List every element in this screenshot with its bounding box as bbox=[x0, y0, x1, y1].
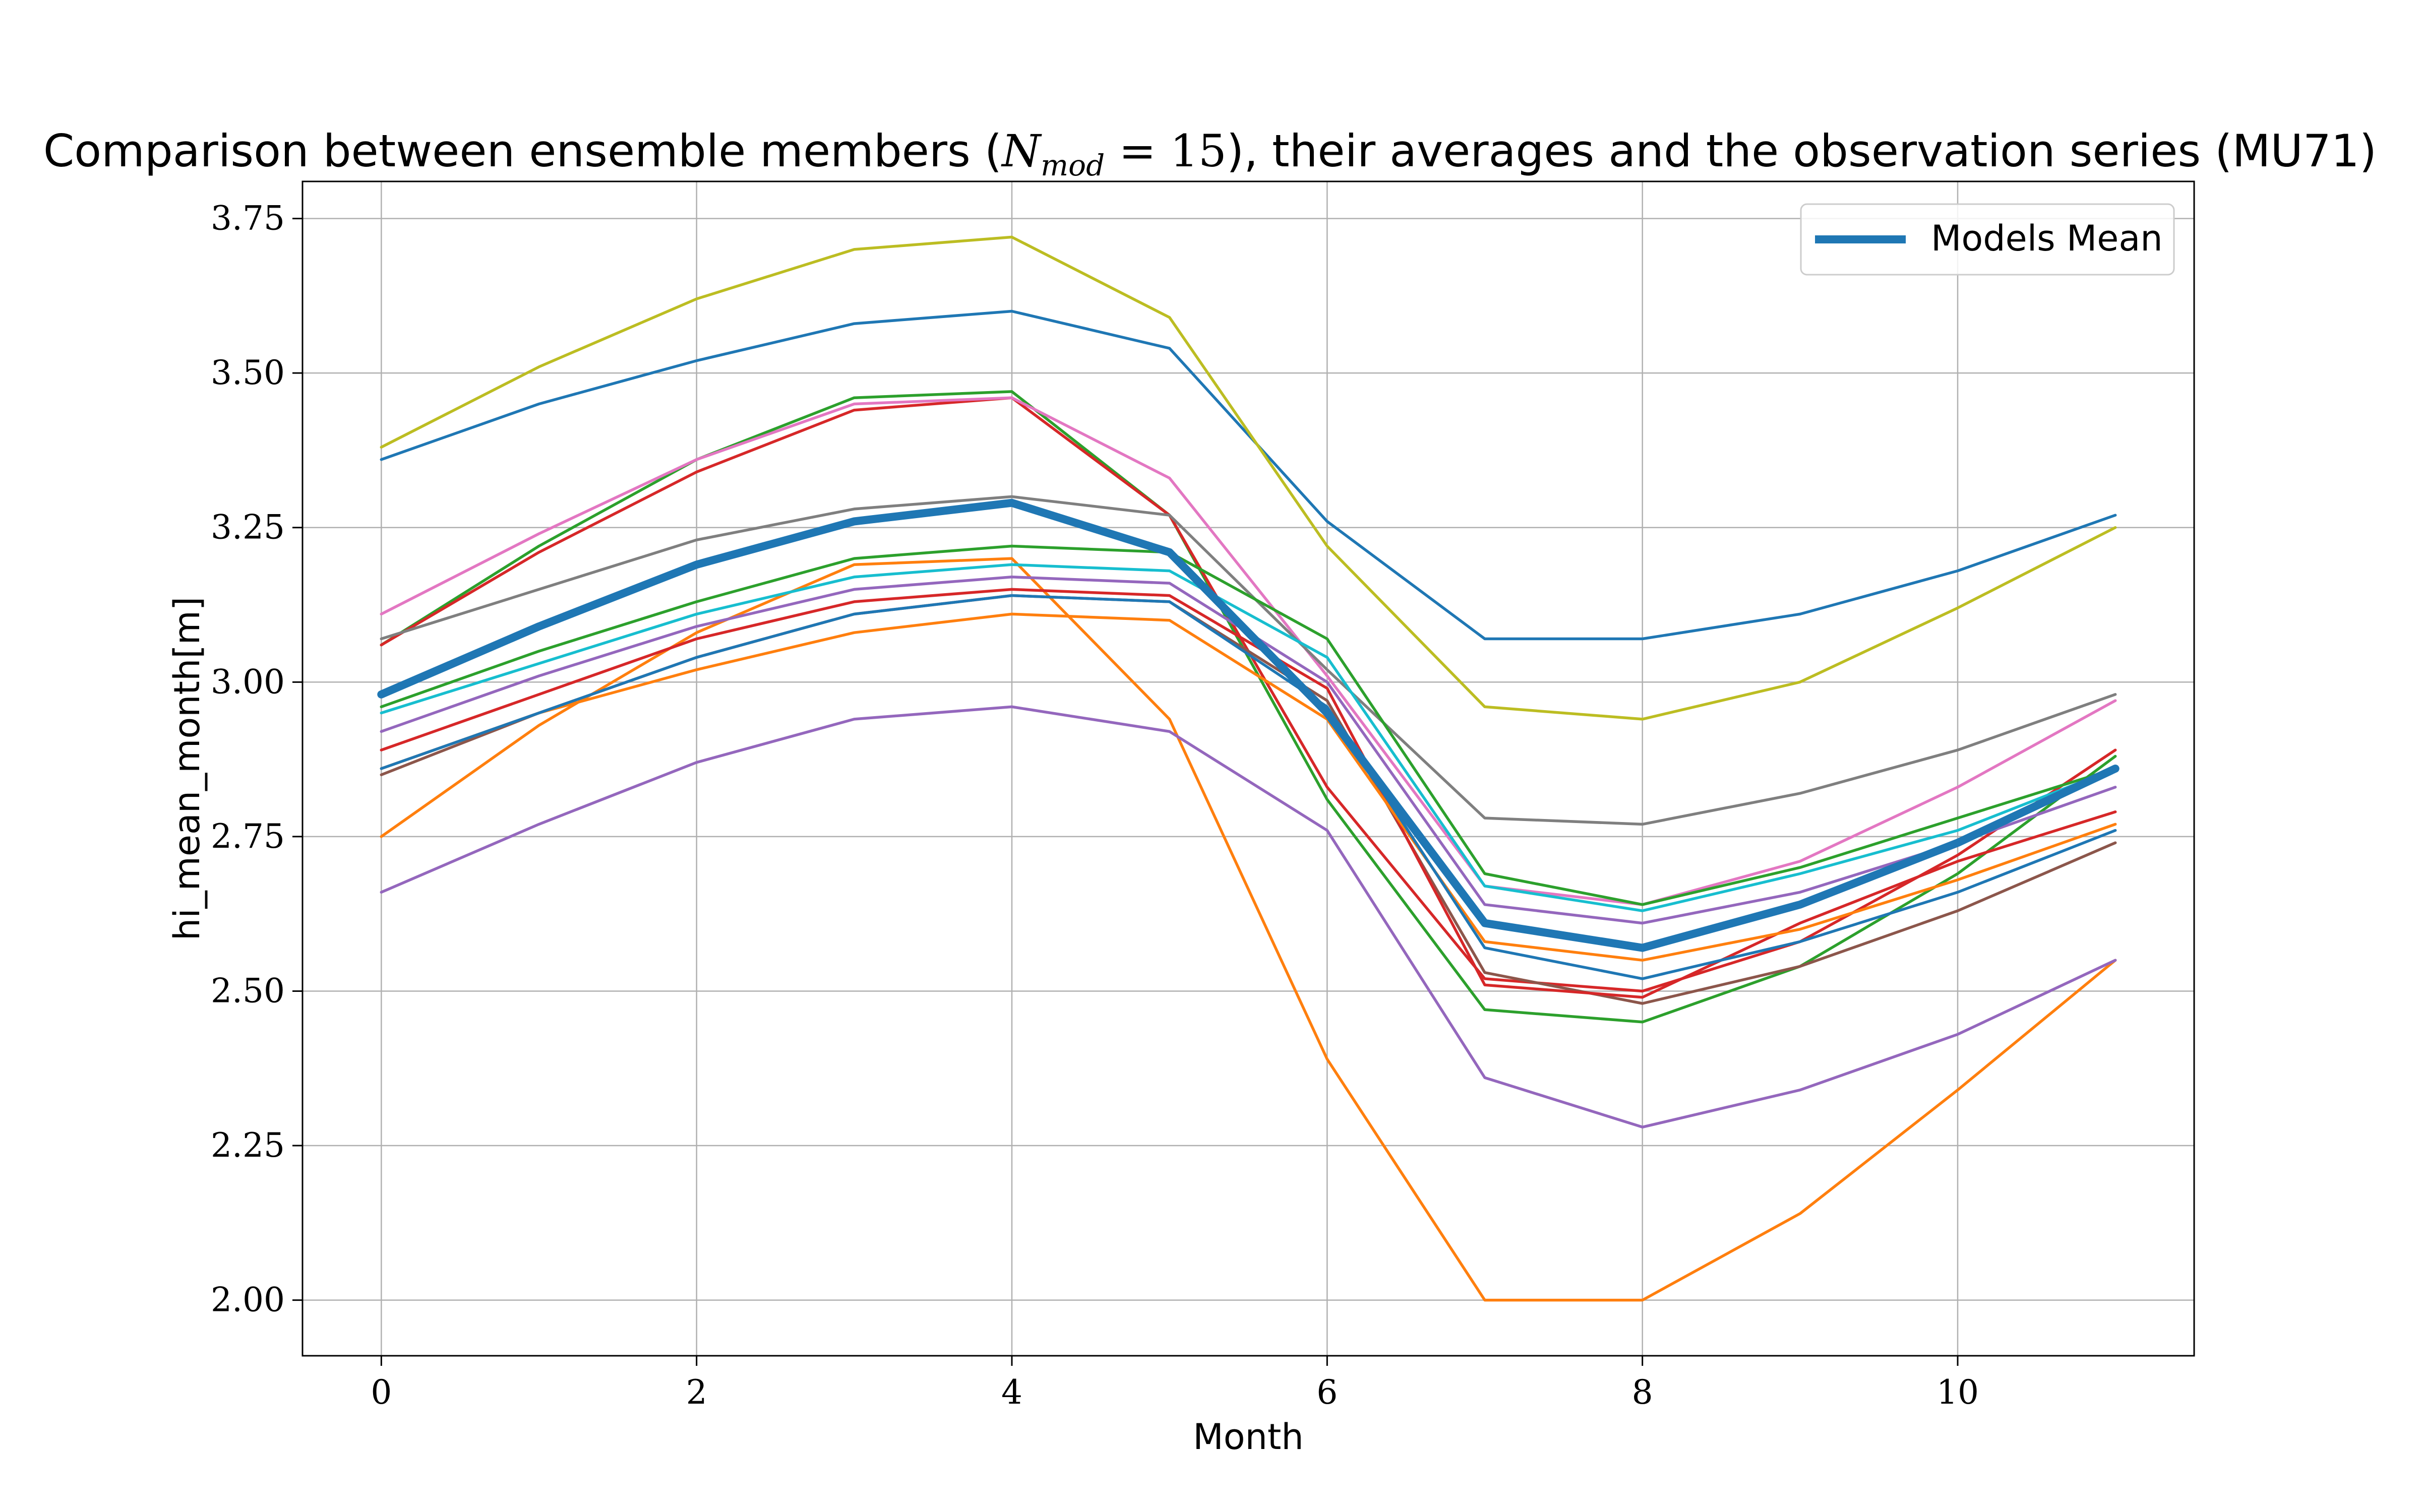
y-axis-label: hi_mean_month[m] bbox=[166, 597, 208, 940]
x-tick-label: 10 bbox=[1937, 1373, 1979, 1412]
plot-frame bbox=[301, 180, 2195, 1357]
chart-title: Comparison between ensemble members (Nmo… bbox=[43, 125, 2377, 182]
x-tick-label: 8 bbox=[1632, 1373, 1653, 1412]
legend-box bbox=[1800, 203, 2175, 276]
y-tick-label: 3.50 bbox=[211, 353, 285, 392]
y-tick-label: 2.00 bbox=[211, 1281, 285, 1319]
series-line-member-13 bbox=[380, 588, 2117, 999]
series-line-member-1 bbox=[380, 309, 2117, 641]
series-line-member-15 bbox=[380, 594, 2117, 980]
x-tick-label: 2 bbox=[686, 1373, 707, 1412]
y-tick-label: 3.25 bbox=[211, 508, 285, 547]
x-tick-label: 4 bbox=[1001, 1373, 1022, 1412]
grid bbox=[302, 181, 2194, 1356]
x-axis-label: Month bbox=[1193, 1416, 1303, 1458]
x-tick-label: 6 bbox=[1316, 1373, 1338, 1412]
y-tick-label: 2.75 bbox=[211, 817, 285, 856]
series-line-member-10 bbox=[380, 563, 2117, 912]
x-tick-label: 0 bbox=[371, 1373, 392, 1412]
series-line-member-8 bbox=[380, 495, 2117, 826]
legend: Models Mean bbox=[1800, 203, 2175, 276]
y-tick-label: 2.25 bbox=[211, 1126, 285, 1165]
series-line-member-14 bbox=[380, 612, 2117, 962]
series-line-member-11 bbox=[380, 544, 2117, 906]
y-tick-label: 3.75 bbox=[211, 199, 285, 238]
series-line-member-9 bbox=[380, 235, 2117, 721]
series-line-member-3 bbox=[380, 390, 2117, 1024]
series-lines bbox=[377, 235, 2120, 1302]
axis-ticks: 0 2 4 6 8 10 2.00 2.25 2.50 2.75 3.00 3.25 3.50 3.75 bbox=[211, 199, 1979, 1412]
series-line-member-7 bbox=[380, 396, 2117, 906]
legend-label-models-mean: Models Mean bbox=[1931, 218, 2163, 259]
y-tick-label: 3.00 bbox=[211, 662, 285, 701]
series-line-models-mean bbox=[377, 498, 2120, 952]
series-line-member-5 bbox=[380, 705, 2117, 1129]
y-tick-label: 2.50 bbox=[211, 971, 285, 1010]
